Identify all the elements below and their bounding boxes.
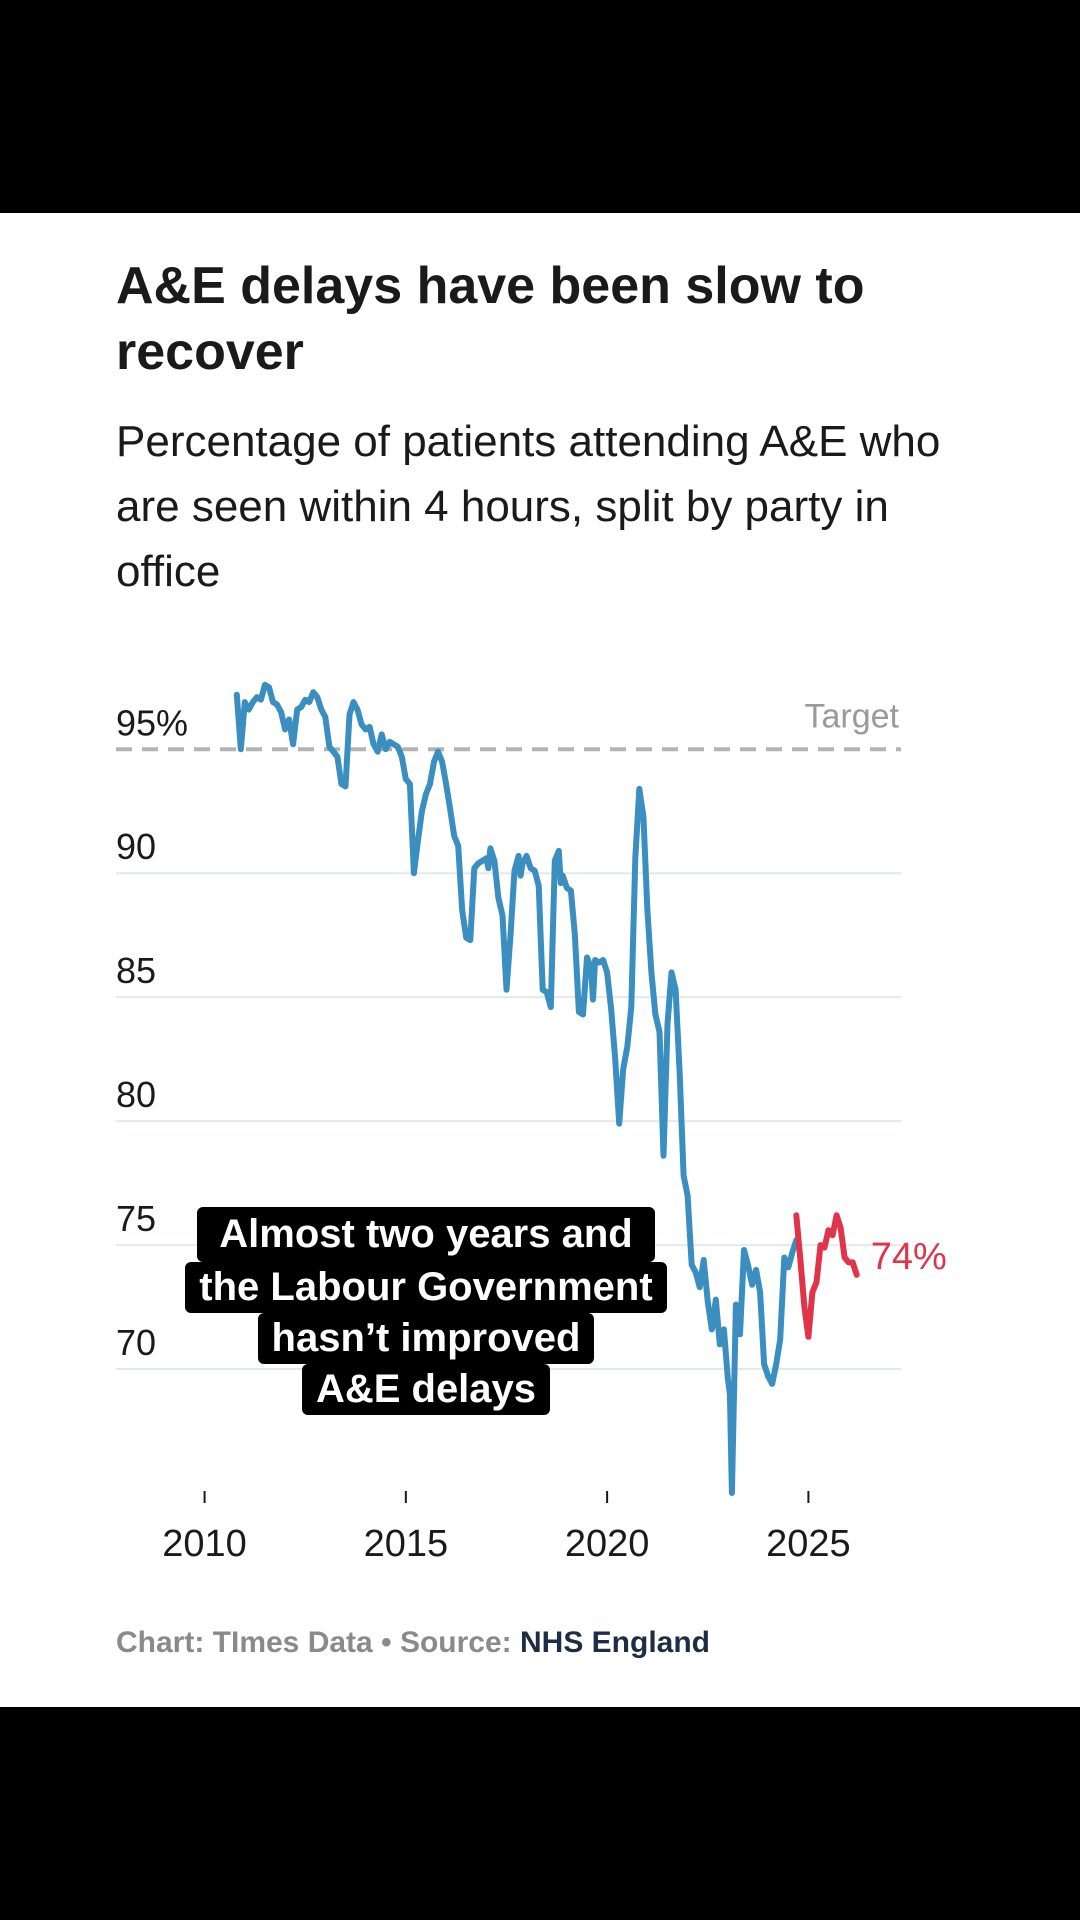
y-tick-label: 70 xyxy=(116,1322,156,1363)
chart-title: A&E delays have been slow to recover xyxy=(116,257,865,381)
end-value-label: 74% xyxy=(871,1236,947,1278)
y-tick-label: 85 xyxy=(116,950,156,991)
x-tick-label: 2020 xyxy=(565,1523,650,1565)
series-lines xyxy=(233,681,860,1496)
x-tick-label: 2010 xyxy=(162,1523,247,1565)
chart-footer: Chart: TImes Data • Source: NHS England xyxy=(116,1626,710,1660)
y-tick-label: 95% xyxy=(116,702,188,743)
x-tick-label: 2025 xyxy=(766,1523,851,1565)
end-label-group: 74% xyxy=(871,1236,947,1278)
caption-line-2: the Labour Government xyxy=(185,1262,667,1313)
caption-line-4: A&E delays xyxy=(301,1364,551,1415)
line-chart: Target 95% 90 85 80 75 70 2010 2015 2020 2025 74… xyxy=(116,681,947,1565)
footer-separator: • xyxy=(381,1626,392,1659)
target-reference: Target xyxy=(116,697,901,752)
conservative-series-line xyxy=(233,681,800,1496)
caption-line-3: hasn’t improved xyxy=(257,1313,595,1364)
chart-credit: Chart: TImes Data xyxy=(116,1626,373,1659)
chart-card: A&E delays have been slow to recover Per… xyxy=(0,213,1080,1707)
labour-series-line xyxy=(793,1212,860,1340)
caption-overlay: Almost two years and the Labour Governme… xyxy=(178,1207,674,1417)
y-tick-label: 80 xyxy=(116,1074,156,1115)
y-tick-label: 90 xyxy=(116,826,156,867)
source-label: Source: xyxy=(399,1626,512,1659)
source-link[interactable]: NHS England xyxy=(519,1626,710,1659)
y-tick-label: 75 xyxy=(116,1198,156,1239)
x-axis: 2010 2015 2020 2025 xyxy=(162,1491,851,1565)
x-tick-label: 2015 xyxy=(364,1523,449,1565)
target-label: Target xyxy=(805,697,900,735)
y-axis: 95% 90 85 80 75 70 xyxy=(116,702,188,1363)
caption-line-1: Almost two years and xyxy=(197,1207,655,1262)
chart-subtitle: Percentage of patients attending A&E who… xyxy=(116,417,941,596)
